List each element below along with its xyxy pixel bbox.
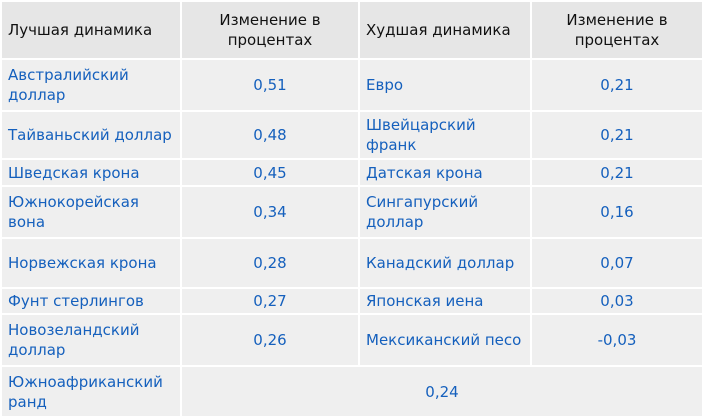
currency-cell: Мексиканский песо (358, 313, 532, 367)
value-cell: 0,26 (180, 313, 360, 367)
value-cell: 0,45 (180, 158, 360, 187)
header-row: Лучшая динамика Изменение в процентах Ху… (0, 0, 702, 60)
table-row: Тайваньский доллар 0,48 Швейцарский франк 0… (0, 110, 702, 160)
currency-cell: Евро (358, 58, 532, 112)
table-row: Норвежская крона 0,28 Канадский доллар 0,07 (0, 237, 702, 289)
value-cell: 0,48 (180, 110, 360, 160)
value-cell: 0,27 (180, 287, 360, 315)
currency-cell: Южнокорейская вона (0, 185, 182, 239)
header-cell: Лучшая динамика (0, 0, 182, 60)
currency-cell: Новозеландский доллар (0, 313, 182, 367)
value-cell: 0,03 (530, 287, 702, 315)
currency-cell: Шведская крона (0, 158, 182, 187)
value-cell: 0,21 (530, 110, 702, 160)
table-row: Фунт стерлингов 0,27 Японская иена 0,03 (0, 287, 702, 315)
currency-cell: Швейцарский франк (358, 110, 532, 160)
value-cell: 0,28 (180, 237, 360, 289)
currency-cell: Японская иена (358, 287, 532, 315)
table-row: Южноафриканский ранд 0,24 (0, 365, 702, 416)
header-cell: Изменение в процентах (180, 0, 360, 60)
currency-cell: Датская крона (358, 158, 532, 187)
currency-cell: Тайваньский доллар (0, 110, 182, 160)
table-row: Новозеландский доллар 0,26 Мексиканский пе… (0, 313, 702, 367)
value-cell: 0,51 (180, 58, 360, 112)
table-row: Южнокорейская вона 0,34 Сингапурский долла… (0, 185, 702, 239)
value-cell: 0,16 (530, 185, 702, 239)
value-cell: 0,21 (530, 58, 702, 112)
header-cell: Изменение в процентах (530, 0, 702, 60)
value-cell: 0,24 (180, 365, 702, 416)
header-cell: Худшая динамика (358, 0, 532, 60)
currency-cell: Норвежская крона (0, 237, 182, 289)
currency-cell: Южноафриканский ранд (0, 365, 182, 416)
value-cell: 0,21 (530, 158, 702, 187)
table-row: Австралийский доллар 0,51 Евро 0,21 (0, 58, 702, 112)
currency-cell: Австралийский доллар (0, 58, 182, 112)
currency-cell: Сингапурский доллар (358, 185, 532, 239)
table-body: Австралийский доллар 0,51 Евро 0,21 Тайваньс… (0, 58, 702, 416)
currency-cell: Фунт стерлингов (0, 287, 182, 315)
value-cell: 0,07 (530, 237, 702, 289)
value-cell: 0,34 (180, 185, 360, 239)
table-row: Шведская крона 0,45 Датская крона 0,21 (0, 158, 702, 187)
value-cell: -0,03 (530, 313, 702, 367)
currency-cell: Канадский доллар (358, 237, 532, 289)
